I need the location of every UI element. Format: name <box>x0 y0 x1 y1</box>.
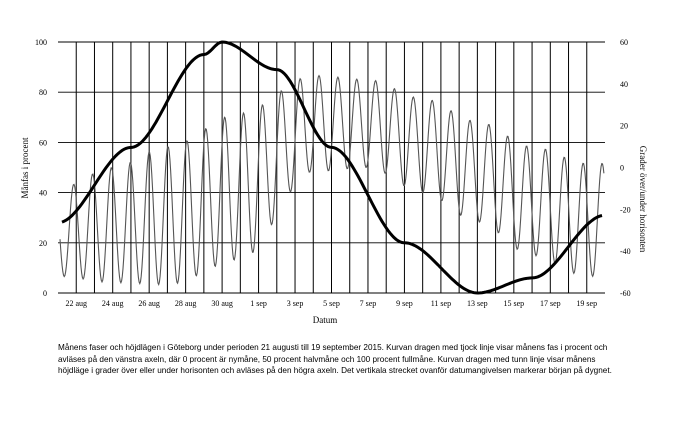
left-tick-80: 80 <box>39 88 47 97</box>
right-tick-60: 60 <box>620 38 628 47</box>
figure-caption: Månens faser och höjdlägen i Göteborg un… <box>58 343 612 376</box>
x-tick-15-sep: 15 sep <box>503 299 524 308</box>
left-axis-ticks: 0 20 40 60 80 100 <box>35 38 47 298</box>
x-tick-22-aug: 22 aug <box>65 299 87 308</box>
right-tick--60: -60 <box>620 289 631 298</box>
x-axis-title: Datum <box>313 315 338 325</box>
x-tick-9-sep: 9 sep <box>396 299 413 308</box>
x-tick-24-aug: 24 aug <box>102 299 124 308</box>
x-tick-13-sep: 13 sep <box>467 299 488 308</box>
x-tick-1-sep: 1 sep <box>250 299 267 308</box>
x-tick-11-sep: 11 sep <box>431 299 451 308</box>
left-axis-title: Månfas i procent <box>20 137 30 198</box>
moon-phase-altitude-chart: 0 20 40 60 80 100 -60 -40 -20 0 20 40 60 22 aug 24 a… <box>20 38 648 325</box>
left-tick-40: 40 <box>39 189 47 198</box>
x-tick-7-sep: 7 sep <box>360 299 377 308</box>
left-tick-100: 100 <box>35 38 47 47</box>
right-tick--20: -20 <box>620 205 631 214</box>
right-tick--40: -40 <box>620 247 631 256</box>
right-axis-ticks: -60 -40 -20 0 20 40 60 <box>620 38 631 298</box>
x-tick-17-sep: 17 sep <box>540 299 561 308</box>
left-tick-60: 60 <box>39 138 47 147</box>
right-axis-title: Grader över/under horisonten <box>638 146 648 253</box>
left-tick-0: 0 <box>43 289 47 298</box>
x-tick-30-aug: 30 aug <box>211 299 233 308</box>
right-tick-40: 40 <box>620 80 628 89</box>
left-tick-20: 20 <box>39 239 47 248</box>
moon-phase-line <box>61 40 603 295</box>
right-tick-0: 0 <box>620 164 624 173</box>
x-tick-19-sep: 19 sep <box>576 299 597 308</box>
x-tick-5-sep: 5 sep <box>323 299 340 308</box>
x-tick-3-sep: 3 sep <box>287 299 304 308</box>
x-tick-26-aug: 26 aug <box>138 299 160 308</box>
x-tick-28-aug: 28 aug <box>175 299 197 308</box>
vertical-day-grid <box>75 42 588 293</box>
x-axis-ticks: 22 aug 24 aug 26 aug 28 aug 30 aug 1 sep 3 sep… <box>65 299 597 308</box>
moon-altitude-line <box>59 74 605 287</box>
right-tick-20: 20 <box>620 122 628 131</box>
